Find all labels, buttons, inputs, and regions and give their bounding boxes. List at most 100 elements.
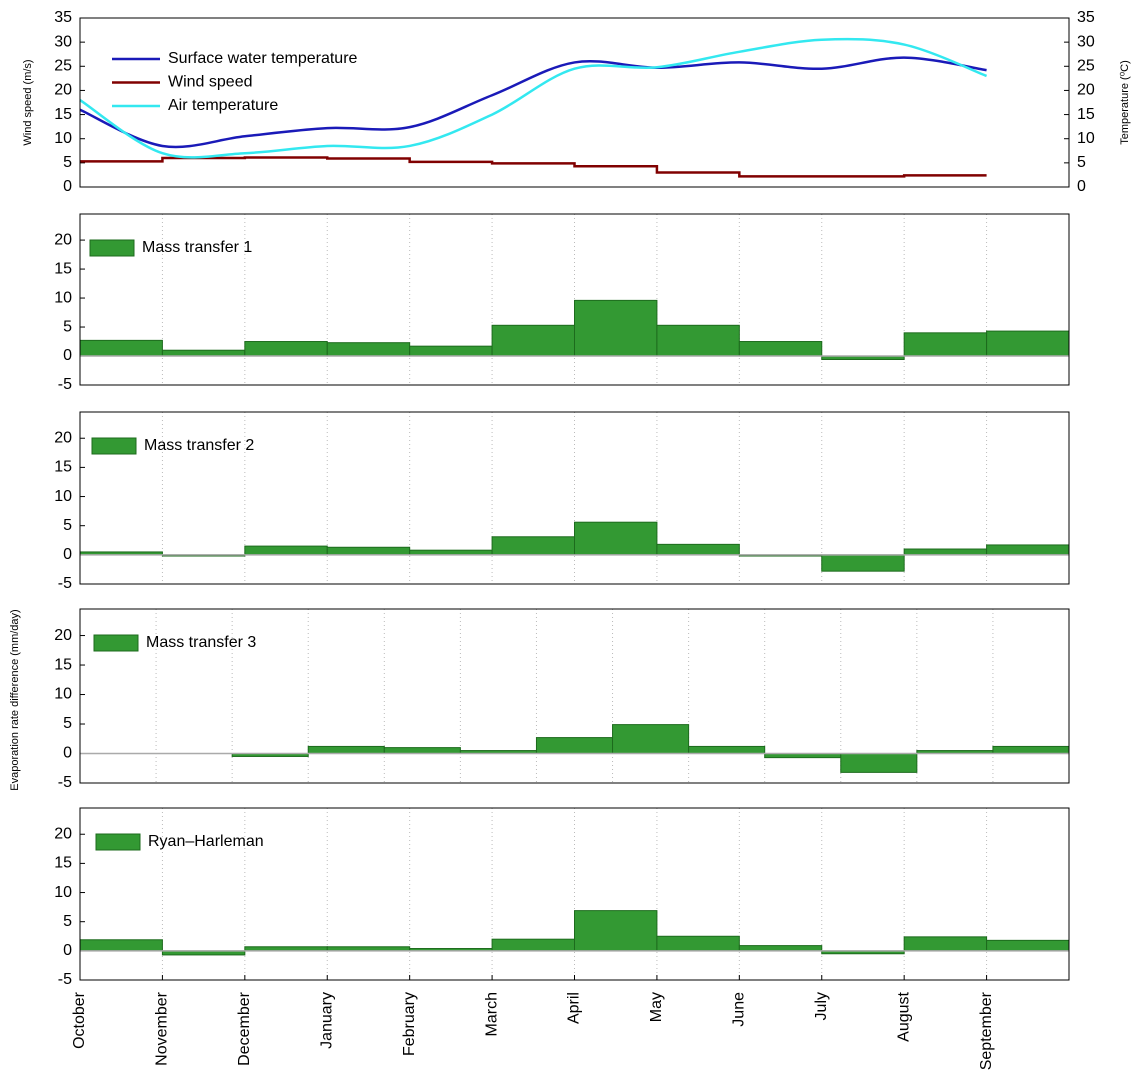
y-tick-label: 20 bbox=[54, 429, 72, 446]
bar bbox=[574, 521, 658, 556]
x-tick-label: September bbox=[978, 991, 995, 1070]
y-tick-label: 5 bbox=[63, 318, 72, 335]
y-tick-label: 20 bbox=[54, 825, 72, 842]
series-line bbox=[80, 156, 987, 178]
y-tick-label: 10 bbox=[54, 884, 72, 901]
y-tick-label: 0 bbox=[63, 178, 72, 195]
legend-label: Mass transfer 1 bbox=[142, 239, 252, 256]
y-tick-label: 0 bbox=[63, 942, 72, 959]
y-tick-label: 0 bbox=[63, 546, 72, 563]
legend-swatch bbox=[93, 634, 139, 652]
bar bbox=[738, 341, 823, 357]
plot-frame bbox=[79, 17, 1070, 188]
bar bbox=[986, 544, 1070, 556]
y2-tick-label: 35 bbox=[1077, 9, 1095, 26]
series-line bbox=[79, 37, 988, 159]
legend-label: Wind speed bbox=[168, 74, 253, 91]
x-tick-label: June bbox=[731, 992, 748, 1027]
x-tick-label: December bbox=[236, 991, 253, 1065]
bar bbox=[491, 938, 576, 952]
bar bbox=[574, 910, 658, 952]
legend-label: Surface water temperature bbox=[168, 50, 358, 67]
y-tick-label: 20 bbox=[54, 231, 72, 248]
legend-swatch bbox=[89, 239, 135, 257]
legend-label: Ryan–Harleman bbox=[148, 833, 264, 850]
legend-label: Mass transfer 3 bbox=[146, 634, 256, 651]
x-tick-label: July bbox=[813, 992, 830, 1020]
y-tick-label: 15 bbox=[54, 855, 72, 872]
bar bbox=[491, 324, 576, 357]
x-tick-label: October bbox=[71, 991, 88, 1049]
y-tick-label: 15 bbox=[54, 656, 72, 673]
x-tick-label: March bbox=[483, 992, 500, 1036]
y-tick-label: 10 bbox=[54, 686, 72, 703]
bar bbox=[821, 554, 905, 572]
bar bbox=[903, 548, 988, 556]
bar bbox=[903, 332, 988, 357]
y-tick-label: 5 bbox=[63, 154, 72, 171]
y-tick-label: 15 bbox=[54, 106, 72, 123]
bar bbox=[491, 536, 576, 556]
y2-tick-label: 30 bbox=[1077, 33, 1095, 50]
y2-tick-label: 20 bbox=[1077, 82, 1095, 99]
y-tick-label: 35 bbox=[54, 9, 72, 26]
y-tick-label: 5 bbox=[63, 913, 72, 930]
legend-swatch bbox=[91, 437, 137, 455]
x-tick-label: April bbox=[566, 992, 583, 1024]
bar bbox=[612, 724, 690, 755]
bar bbox=[307, 745, 385, 755]
bar bbox=[383, 747, 461, 755]
y-axis-label: Evaporation rate difference (mm/day) bbox=[9, 609, 21, 790]
bar bbox=[79, 339, 163, 357]
bar bbox=[161, 349, 246, 357]
bar bbox=[244, 341, 328, 357]
bar bbox=[79, 939, 163, 952]
x-tick-label: January bbox=[318, 992, 335, 1049]
legend-label: Air temperature bbox=[168, 97, 278, 114]
y-tick-label: 15 bbox=[54, 459, 72, 476]
bar bbox=[574, 299, 658, 357]
bar bbox=[840, 753, 918, 773]
bar bbox=[409, 345, 493, 357]
y-tick-label: -5 bbox=[58, 575, 72, 592]
y-tick-label: 10 bbox=[54, 289, 72, 306]
y-axis-label: Wind speed (m/s) bbox=[22, 59, 34, 145]
series-line bbox=[79, 56, 987, 149]
legend-label: Mass transfer 2 bbox=[144, 437, 254, 454]
x-tick-label: August bbox=[895, 991, 912, 1041]
legend-swatch bbox=[95, 833, 141, 851]
y2-axis-label: Temperature (⁰C) bbox=[1119, 60, 1131, 145]
y-tick-label: -5 bbox=[58, 376, 72, 393]
bar bbox=[326, 342, 411, 357]
y-tick-label: 25 bbox=[54, 58, 72, 75]
y-tick-label: 0 bbox=[63, 347, 72, 364]
bar bbox=[992, 745, 1070, 755]
bar bbox=[244, 545, 328, 556]
bar bbox=[326, 546, 411, 556]
y-tick-label: 5 bbox=[63, 517, 72, 534]
plot-frame bbox=[79, 608, 1070, 784]
bar bbox=[986, 939, 1070, 952]
y2-tick-label: 0 bbox=[1077, 178, 1086, 195]
x-tick-label: November bbox=[154, 991, 171, 1065]
bar bbox=[535, 737, 614, 755]
y-tick-label: 20 bbox=[54, 627, 72, 644]
bar bbox=[738, 945, 823, 952]
y2-tick-label: 10 bbox=[1077, 130, 1095, 147]
plot-frame bbox=[79, 213, 1070, 386]
y-tick-label: -5 bbox=[58, 971, 72, 988]
y-tick-label: 10 bbox=[54, 130, 72, 147]
y-tick-label: 5 bbox=[63, 715, 72, 732]
y2-tick-label: 15 bbox=[1077, 106, 1095, 123]
y-tick-label: 10 bbox=[54, 488, 72, 505]
bar bbox=[656, 324, 740, 357]
y-tick-label: 0 bbox=[63, 745, 72, 762]
bar bbox=[656, 935, 740, 952]
bar bbox=[656, 543, 740, 556]
y-tick-label: 30 bbox=[54, 33, 72, 50]
bar bbox=[986, 330, 1070, 357]
plot-frame bbox=[79, 411, 1070, 585]
bar bbox=[688, 745, 766, 755]
x-tick-label: February bbox=[401, 992, 418, 1056]
